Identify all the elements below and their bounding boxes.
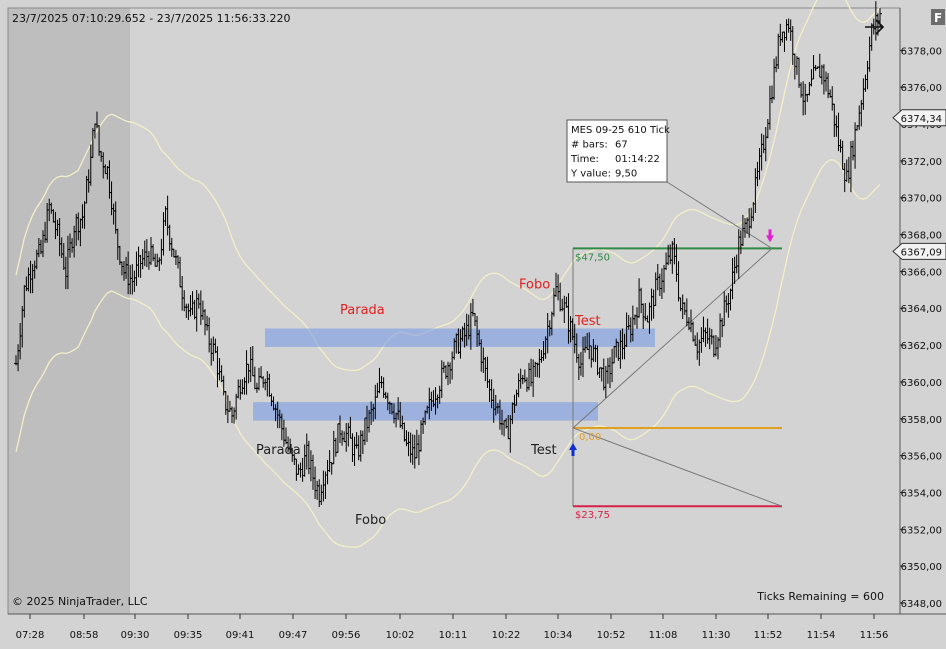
upper-band [15, 0, 881, 371]
x-tick-label: 10:11 [439, 630, 468, 641]
y-tick-label: 6348,00 [901, 599, 942, 610]
price-bars [14, 1, 882, 508]
ticks-remaining-label: Ticks Remaining = 600 [756, 590, 884, 603]
tooltip-leader [666, 181, 773, 249]
bands-layer [15, 0, 881, 548]
sell-arrow-icon [766, 229, 774, 243]
x-tick-label: 09:41 [226, 630, 255, 641]
y-tick-label: 6378,00 [901, 46, 942, 57]
y-tick-label: 6356,00 [901, 452, 942, 463]
x-tick-label: 10:34 [544, 630, 573, 641]
price-marker-label: 6367,09 [901, 247, 942, 258]
corner-button[interactable] [931, 9, 945, 25]
x-tick-label: 07:28 [16, 630, 45, 641]
price-marker [892, 109, 946, 127]
date-range-label: 23/7/2025 07:10:29.652 - 23/7/2025 11:56… [12, 12, 291, 25]
x-tick-label: 11:52 [754, 630, 783, 641]
buy-arrow-icon [569, 442, 577, 456]
x-tick-label: 11:56 [860, 630, 889, 641]
y-tick-label: 6362,00 [901, 341, 942, 352]
x-tick-label: 11:54 [807, 630, 836, 641]
tooltip-key: # bars: [571, 140, 608, 151]
tooltip: MES 09-25 610 Tick # bars: 67 Time: 01:14:22… [566, 119, 670, 183]
premarket-shade [8, 8, 130, 614]
lower-band [15, 159, 881, 548]
y-tick-label: 6354,00 [901, 488, 942, 499]
tooltip-key: Time: [570, 154, 599, 165]
target-label: $47,50 [575, 252, 610, 263]
stop-label: $23,75 [575, 510, 610, 521]
annotation-label: Test [530, 443, 557, 458]
x-tick-label: 10:52 [597, 630, 626, 641]
tooltip-key: Y value: [570, 169, 611, 180]
stop-diagonal [572, 427, 783, 507]
annotation-label: Test [574, 314, 601, 329]
x-tick-label: 09:30 [121, 630, 150, 641]
tooltip-key: MES 09-25 610 Tick [571, 125, 670, 136]
y-tick-label: 6370,00 [901, 194, 942, 205]
y-tick-label: 6372,00 [901, 157, 942, 168]
zone-label: Parada [340, 303, 385, 318]
x-tick-label: 09:35 [174, 630, 203, 641]
x-tick-label: 11:30 [702, 630, 731, 641]
y-tick-label: 6366,00 [901, 267, 942, 278]
annotation-label: Fobo [355, 513, 386, 528]
y-axis: 6378,006376,006374,006372,006370,006368,… [892, 46, 946, 610]
x-tick-label: 11:08 [649, 630, 678, 641]
tooltip-value: 67 [615, 140, 628, 151]
y-tick-label: 6358,00 [901, 415, 942, 426]
y-tick-label: 6360,00 [901, 378, 942, 389]
y-tick-label: 6352,00 [901, 525, 942, 536]
y-tick-label: 6364,00 [901, 304, 942, 315]
annotation-label: Fobo [519, 277, 550, 292]
entry-label: 0,00 [579, 432, 601, 443]
y-tick-label: 6376,00 [901, 83, 942, 94]
x-axis: 07:28 08:58 09:30 09:35 09:41 09:47 09:56 10:02… [16, 614, 889, 641]
price-axis [900, 8, 946, 614]
y-tick-label: 6350,00 [901, 562, 942, 573]
x-tick-label: 09:47 [279, 630, 308, 641]
tooltip-value: 01:14:22 [615, 154, 660, 165]
corner-button-label: F [934, 11, 942, 25]
copyright-label: © 2025 NinjaTrader, LLC [12, 595, 148, 608]
tooltip-box [566, 119, 668, 183]
annotations-layer: Parada Parada Fobo Test Fobo Test [256, 277, 601, 528]
price-marker-label: 6374,34 [901, 114, 942, 125]
x-tick-label: 10:02 [386, 630, 415, 641]
x-tick-label: 08:58 [70, 630, 99, 641]
scroll-right-arrow-icon[interactable] [865, 19, 885, 35]
price-marker [892, 242, 946, 260]
zone-label: Parada [256, 443, 301, 458]
tooltip-value: 9,50 [615, 169, 637, 180]
x-tick-label: 09:56 [332, 630, 361, 641]
y-tick-label: 6368,00 [901, 231, 942, 242]
x-tick-label: 10:22 [492, 630, 521, 641]
